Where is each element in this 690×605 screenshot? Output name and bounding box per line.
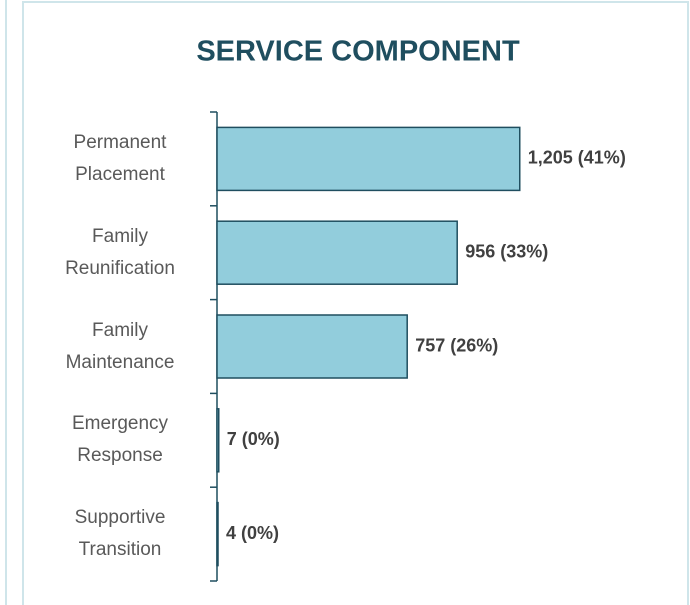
category-label: Permanent Placement: [73, 131, 167, 185]
value-label: 1,205 (41%): [528, 148, 626, 168]
category-label: Family Maintenance: [65, 319, 175, 373]
value-label: 757 (26%): [415, 335, 498, 355]
value-label: 4 (0%): [226, 523, 279, 543]
chart-title: SERVICE COMPONENT: [196, 36, 520, 68]
bar: [216, 220, 458, 285]
category-label: Supportive Transition: [74, 507, 166, 561]
category-label: Family Reunification: [65, 225, 175, 279]
value-label: 7 (0%): [227, 429, 280, 449]
panel: [22, 1, 689, 605]
bar: [216, 314, 408, 379]
bar: [216, 501, 219, 567]
category-label: Emergency Response: [71, 413, 169, 467]
bar: [216, 126, 521, 192]
bar: [216, 408, 220, 473]
value-label: 956 (33%): [465, 241, 548, 261]
